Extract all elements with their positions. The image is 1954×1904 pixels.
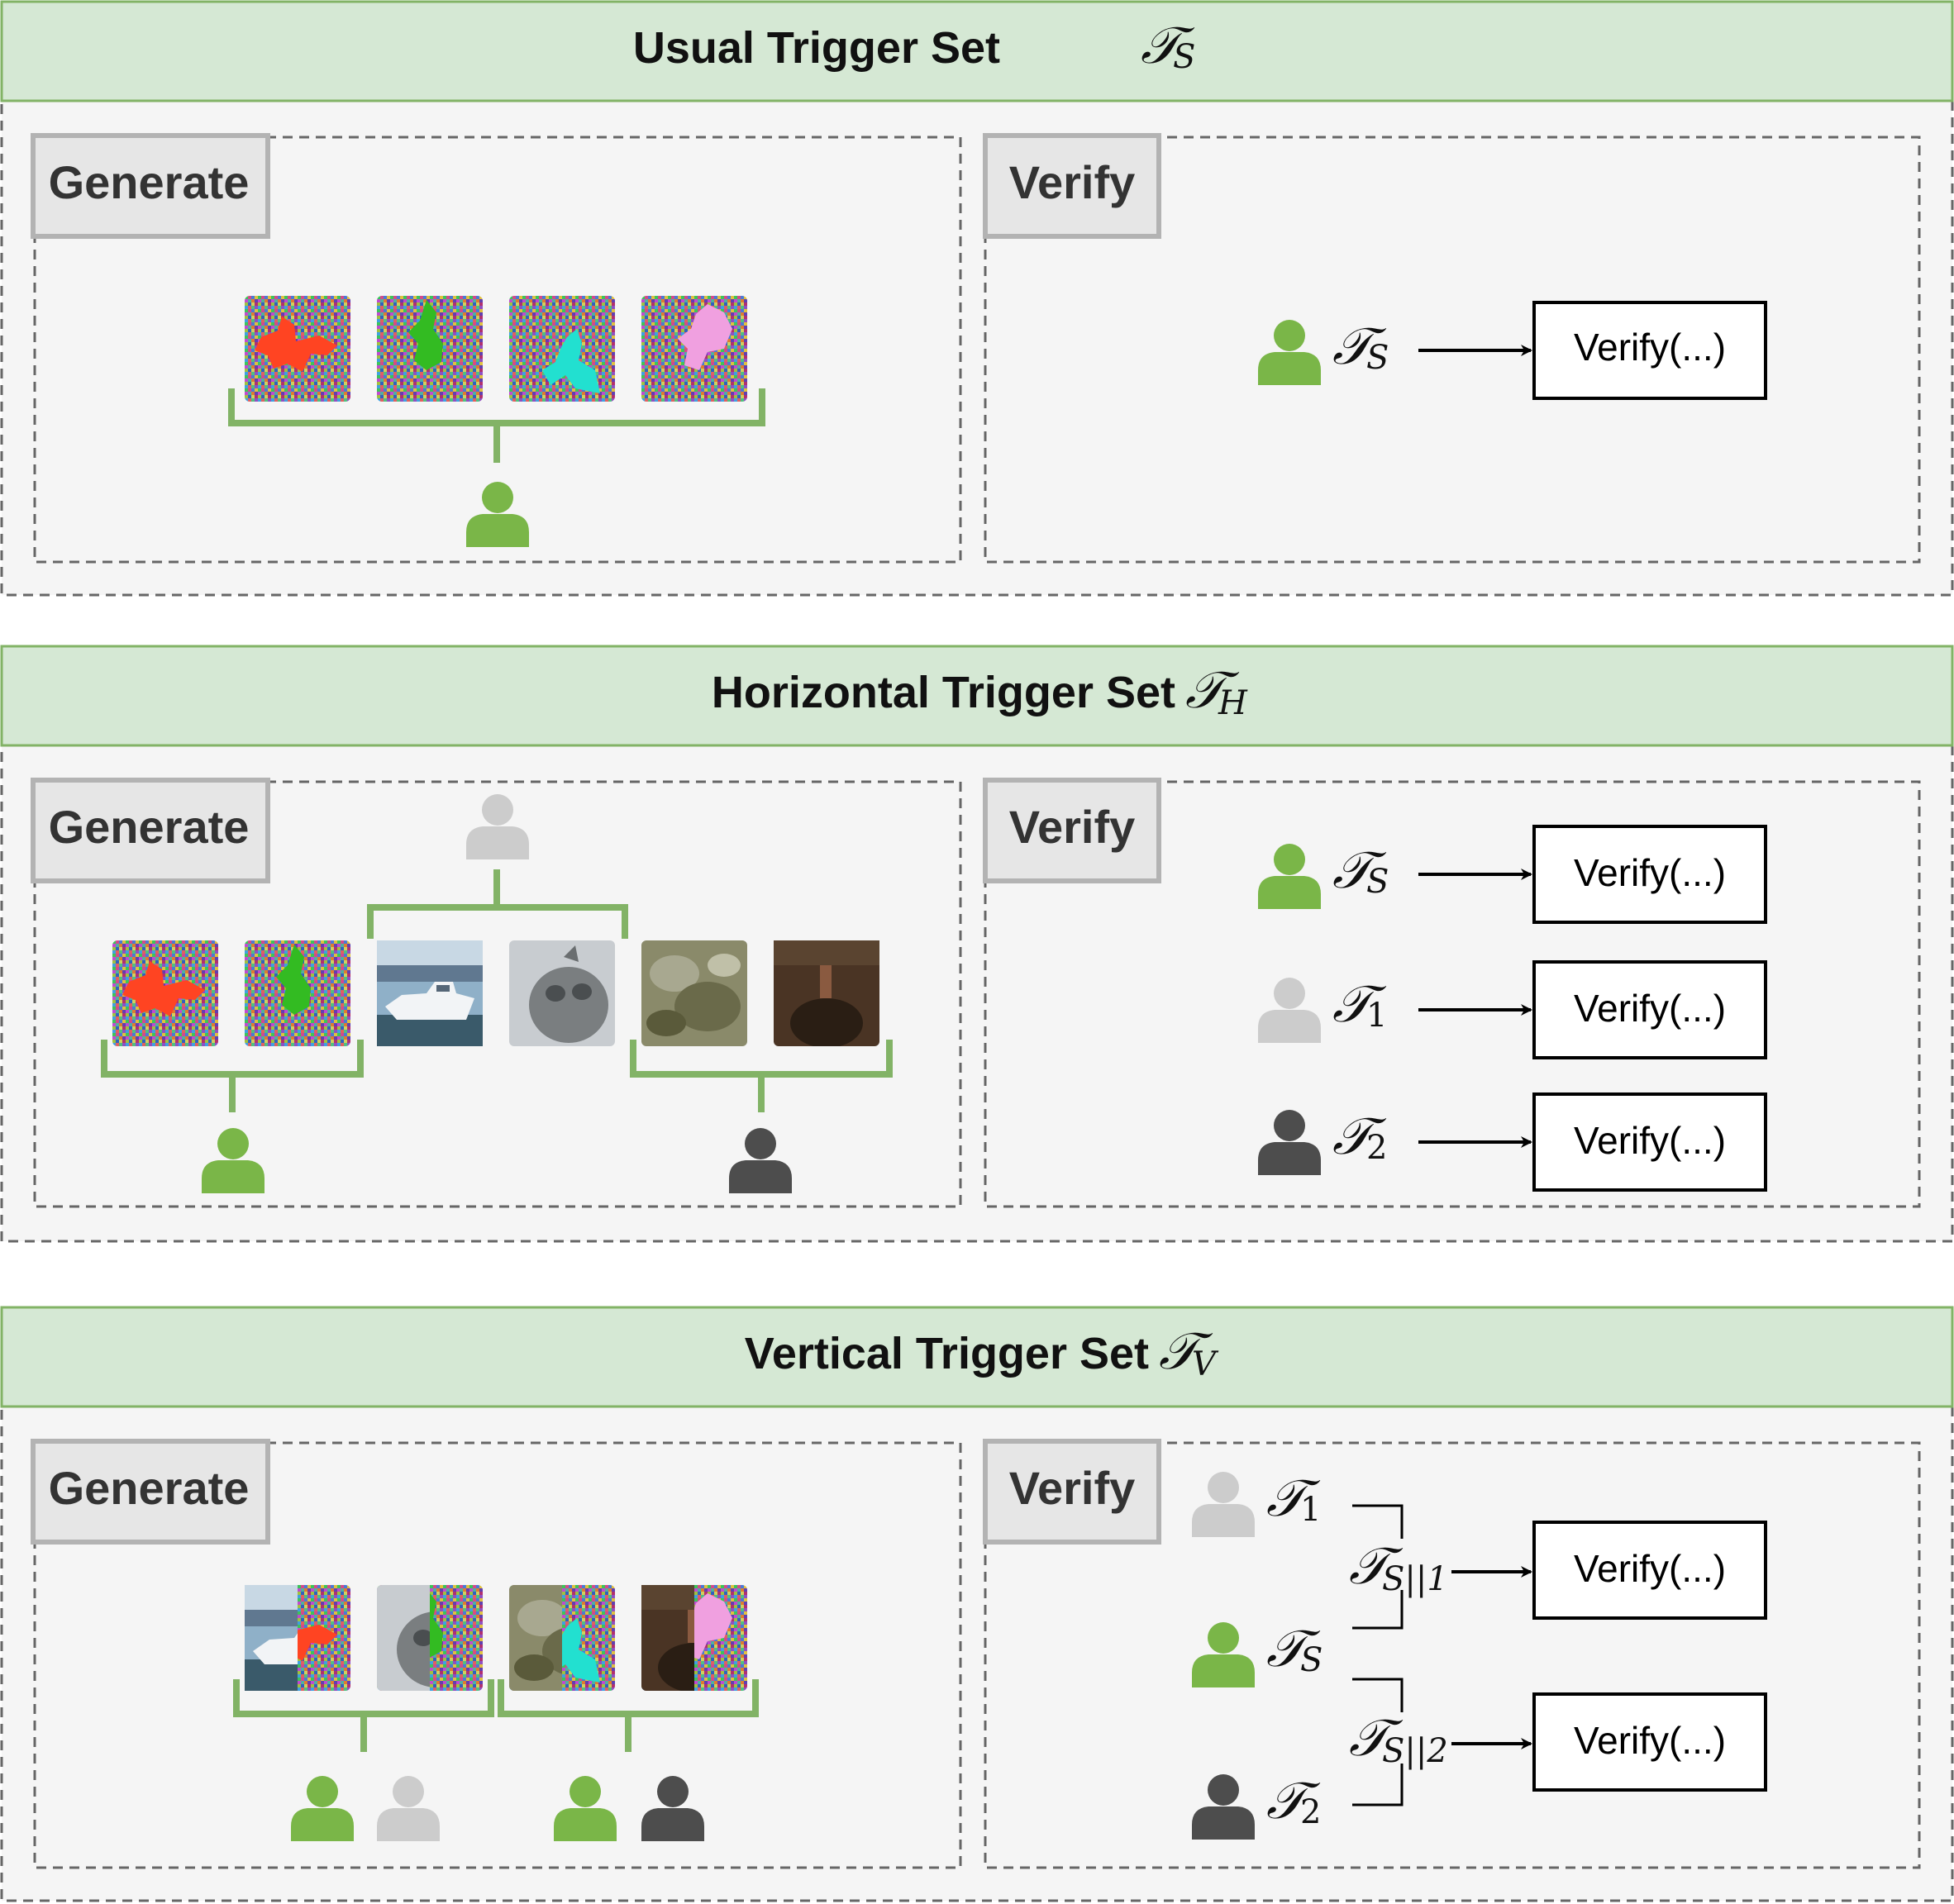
verify-button-label: Verify(...) [1574, 851, 1726, 894]
section-vertical-trigger-set: Vertical Trigger Set 𝒯 V Generate [0, 1306, 1954, 1902]
section-usual-trigger-set: Usual Trigger Set 𝒯 S Generate Verify 𝒯 … [0, 0, 1954, 597]
verify-button-label: Verify(...) [1574, 1547, 1726, 1590]
bracket [367, 869, 628, 939]
combined-image [377, 1585, 483, 1691]
section-title: Usual Trigger Set [633, 23, 1000, 73]
verify-button-label: Verify(...) [1574, 987, 1726, 1030]
verify-panel: Verify 𝒯 S Verify(...) 𝒯 1 Verify(...) 𝒯… [983, 778, 1921, 1208]
verify-panel: Verify 𝒯 S Verify(...) [983, 133, 1921, 564]
trigger-image-icon [641, 296, 747, 402]
bracket [233, 1679, 494, 1752]
photo-icon [774, 940, 879, 1046]
combined-symbol-sub: S||1 [1382, 1560, 1448, 1598]
verify-label: Verify [1009, 156, 1136, 208]
combined-image [245, 1585, 350, 1691]
verify-button[interactable] [1532, 1092, 1767, 1192]
trigger-image-icon [377, 296, 483, 402]
section-symbol-sub: V [1192, 1345, 1219, 1383]
trigger-image-icon [245, 940, 350, 1046]
generate-label: Generate [49, 801, 250, 853]
trigger-image-icon [112, 940, 218, 1046]
verify-button[interactable] [1532, 825, 1767, 924]
photo-icon [641, 940, 747, 1046]
bracket [101, 1040, 364, 1112]
section-header [0, 0, 1954, 102]
combined-symbol-sub: S||2 [1382, 1732, 1448, 1770]
generate-label: Generate [49, 1462, 250, 1514]
section-symbol-sub: H [1218, 684, 1248, 722]
generate-panel: Generate [31, 1439, 962, 1869]
generate-label: Generate [49, 156, 250, 208]
join-bracket [1352, 1504, 1404, 1630]
bracket [498, 1679, 759, 1752]
join-bracket [1352, 1678, 1404, 1806]
verify-panel: Verify 𝒯 1 𝒯 S 𝒯 2 𝒯 S||1 Verify(...) 𝒯 … [983, 1439, 1921, 1869]
generate-label-box [31, 778, 270, 883]
trigger-image-icon [509, 296, 615, 402]
verify-button[interactable] [1532, 1692, 1767, 1792]
verify-label-box [983, 1439, 1161, 1545]
trigger-symbol-sub: 2 [1366, 1129, 1387, 1167]
verify-label: Verify [1009, 801, 1136, 853]
section-header [0, 1306, 1954, 1408]
generate-panel: Generate [31, 133, 962, 564]
verify-label-box [983, 778, 1161, 883]
verify-button-label: Verify(...) [1574, 326, 1726, 369]
trigger-symbol-sub: 2 [1300, 1793, 1321, 1831]
trigger-symbol-sub: S [1300, 1641, 1323, 1679]
trigger-symbol-sub: S [1366, 863, 1389, 901]
section-horizontal-trigger-set: Horizontal Trigger Set 𝒯 H Generate V [0, 645, 1954, 1243]
bracket [228, 388, 765, 463]
verify-button[interactable] [1532, 301, 1767, 400]
trigger-symbol-sub: S [1366, 339, 1389, 377]
generate-panel: Generate [31, 778, 962, 1208]
bracket [630, 1040, 893, 1112]
section-header [0, 645, 1954, 747]
trigger-symbol-sub: 1 [1366, 997, 1387, 1035]
verify-button-label: Verify(...) [1574, 1119, 1726, 1162]
generate-label-box [31, 133, 270, 239]
verify-button[interactable] [1532, 960, 1767, 1059]
trigger-symbol-sub: 1 [1300, 1491, 1321, 1529]
verify-button-label: Verify(...) [1574, 1719, 1726, 1762]
combined-image [509, 1585, 615, 1691]
section-symbol-sub: S [1173, 38, 1195, 76]
verify-label: Verify [1009, 1462, 1136, 1514]
photo-icon [509, 940, 615, 1046]
trigger-image-icon [245, 296, 350, 402]
photo-icon [377, 940, 483, 1046]
verify-label-box [983, 133, 1161, 239]
combined-image [641, 1585, 747, 1691]
section-title: Horizontal Trigger Set [712, 668, 1175, 717]
section-title: Vertical Trigger Set [745, 1329, 1149, 1378]
generate-label-box [31, 1439, 270, 1545]
verify-button[interactable] [1532, 1521, 1767, 1620]
